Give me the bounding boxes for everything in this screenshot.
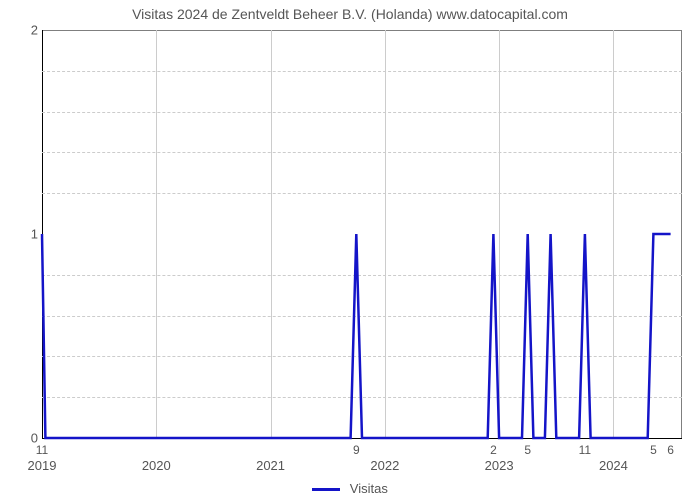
point-label: 9 bbox=[353, 443, 360, 457]
y-tick-label: 0 bbox=[6, 431, 38, 446]
legend-label: Visitas bbox=[350, 481, 388, 496]
x-tick-label: 2024 bbox=[599, 458, 628, 473]
visits-line bbox=[42, 234, 671, 438]
point-label: 6 bbox=[667, 443, 674, 457]
point-label: 5 bbox=[650, 443, 657, 457]
legend-swatch bbox=[312, 488, 340, 491]
point-label: 5 bbox=[524, 443, 531, 457]
legend: Visitas bbox=[0, 481, 700, 496]
y-tick-label: 1 bbox=[6, 227, 38, 242]
x-tick-label: 2019 bbox=[28, 458, 57, 473]
point-label: 11 bbox=[579, 443, 591, 457]
x-tick-label: 2023 bbox=[485, 458, 514, 473]
x-tick-label: 2022 bbox=[370, 458, 399, 473]
x-tick-label: 2021 bbox=[256, 458, 285, 473]
point-label: 11 bbox=[36, 443, 48, 457]
visits-chart: Visitas 2024 de Zentveldt Beheer B.V. (H… bbox=[0, 0, 700, 500]
y-tick-label: 2 bbox=[6, 23, 38, 38]
chart-title: Visitas 2024 de Zentveldt Beheer B.V. (H… bbox=[0, 6, 700, 22]
line-layer bbox=[42, 30, 682, 438]
x-tick-label: 2020 bbox=[142, 458, 171, 473]
point-label: 2 bbox=[490, 443, 497, 457]
